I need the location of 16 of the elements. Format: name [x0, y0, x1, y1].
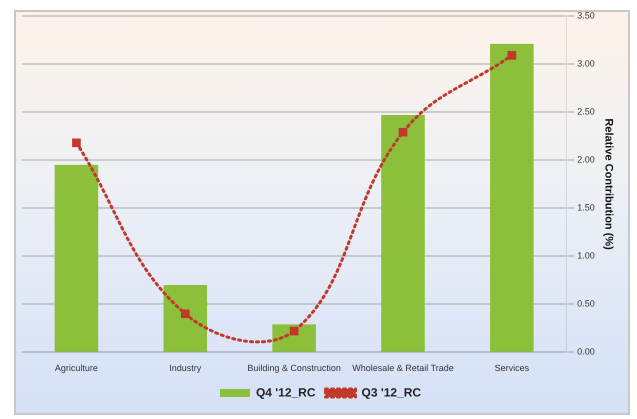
x-tick-label: Services	[494, 363, 530, 374]
legend-label: Q4 '12_RC	[256, 385, 316, 400]
y-tick-label: 2.50	[577, 106, 595, 117]
legend-label: Q3 '12_RC	[362, 385, 422, 400]
y-tick-label: 1.50	[577, 202, 595, 213]
x-tick-label: Wholesale & Retail Trade	[352, 363, 454, 374]
y-axis-title: Relative Contribution (%)	[602, 118, 614, 250]
x-tick-label: Agriculture	[54, 363, 98, 374]
y-tick-label: 0.00	[577, 346, 595, 357]
x-tick-label: Building & Construction	[247, 363, 341, 374]
y-tick-label: 2.00	[577, 154, 595, 165]
y-tick-label: 3.50	[577, 10, 595, 20]
y-tick-label: 1.00	[577, 250, 595, 261]
y-tick-label: 0.50	[577, 298, 595, 309]
x-tick-label: Industry	[169, 363, 202, 374]
y-tick-label: 3.00	[577, 58, 595, 69]
